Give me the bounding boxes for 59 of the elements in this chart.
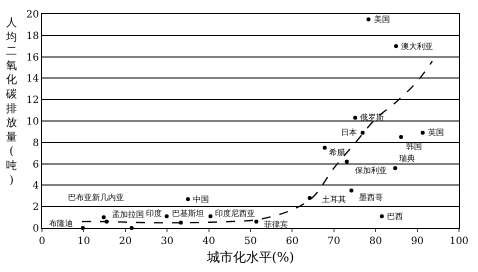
x-tick-label: 10 [77,236,90,247]
y-tick-label: 16 [26,52,39,64]
annotation: 土耳其 [322,195,346,204]
point [322,146,327,150]
annotation: 布隆迪 [49,219,73,228]
point [353,116,358,120]
x-axis-title: 城市化水平(%) [206,250,294,266]
y-tick-label: 10 [26,116,39,128]
point [420,130,425,135]
annotation: 瑞典 [399,154,415,163]
y-tick-label: 0 [32,224,39,234]
annotation: 日本 [341,128,357,137]
annotation: 韩国 [406,142,422,151]
point [186,197,190,202]
annotation: 菲律宾 [264,220,288,229]
annotation: 印度 [146,209,162,218]
point [102,215,106,220]
x-tick-label: 30 [160,236,174,247]
x-tick-label: 60 [286,236,299,247]
point [394,44,398,48]
annotation: 希腊 [329,148,345,157]
annotation: 巴基斯坦 [172,209,204,218]
x-tick-label: 80 [369,236,382,247]
x-tick-label: 90 [410,236,424,247]
annotation: 印度尼西亚 [215,209,255,218]
point [380,214,384,218]
point [308,196,312,200]
y-tick-label: 14 [26,74,39,85]
y-tick-label: 20 [26,10,39,20]
point [393,166,398,170]
annotation: 孟加拉国 [112,210,144,219]
point [366,17,371,22]
annotation: 墨西哥 [359,193,383,202]
y-tick-label: 8 [32,138,39,149]
x-tick-label: 100 [449,236,469,247]
annotation: 巴布亚新几内亚 [68,193,124,202]
point [360,130,365,135]
point [349,188,354,193]
point [399,135,404,140]
annotation: 中国 [193,195,209,204]
text: 人均二氧化碳排放量(吨) [6,16,17,186]
point [344,160,349,164]
point [254,220,258,224]
annotation: 美国 [374,15,390,24]
annotation: 英国 [428,128,444,137]
x-tick-label: 40 [202,236,216,247]
y-tick-label: 2 [32,202,39,214]
annotation: 巴西 [387,212,403,221]
point [208,214,212,218]
y-tick-label: 6 [32,159,39,170]
x-tick-label: 70 [328,236,340,247]
y-tick-label: 18 [26,30,39,42]
x-tick-label: 50 [244,236,257,247]
y-tick-label: 12 [26,95,39,106]
annotation: 保加利亚 [355,166,387,175]
annotation: 澳大利亚 [401,42,433,51]
y-tick-label: 4 [32,180,39,192]
point [164,214,169,218]
x-tick-label: 20 [119,236,132,247]
